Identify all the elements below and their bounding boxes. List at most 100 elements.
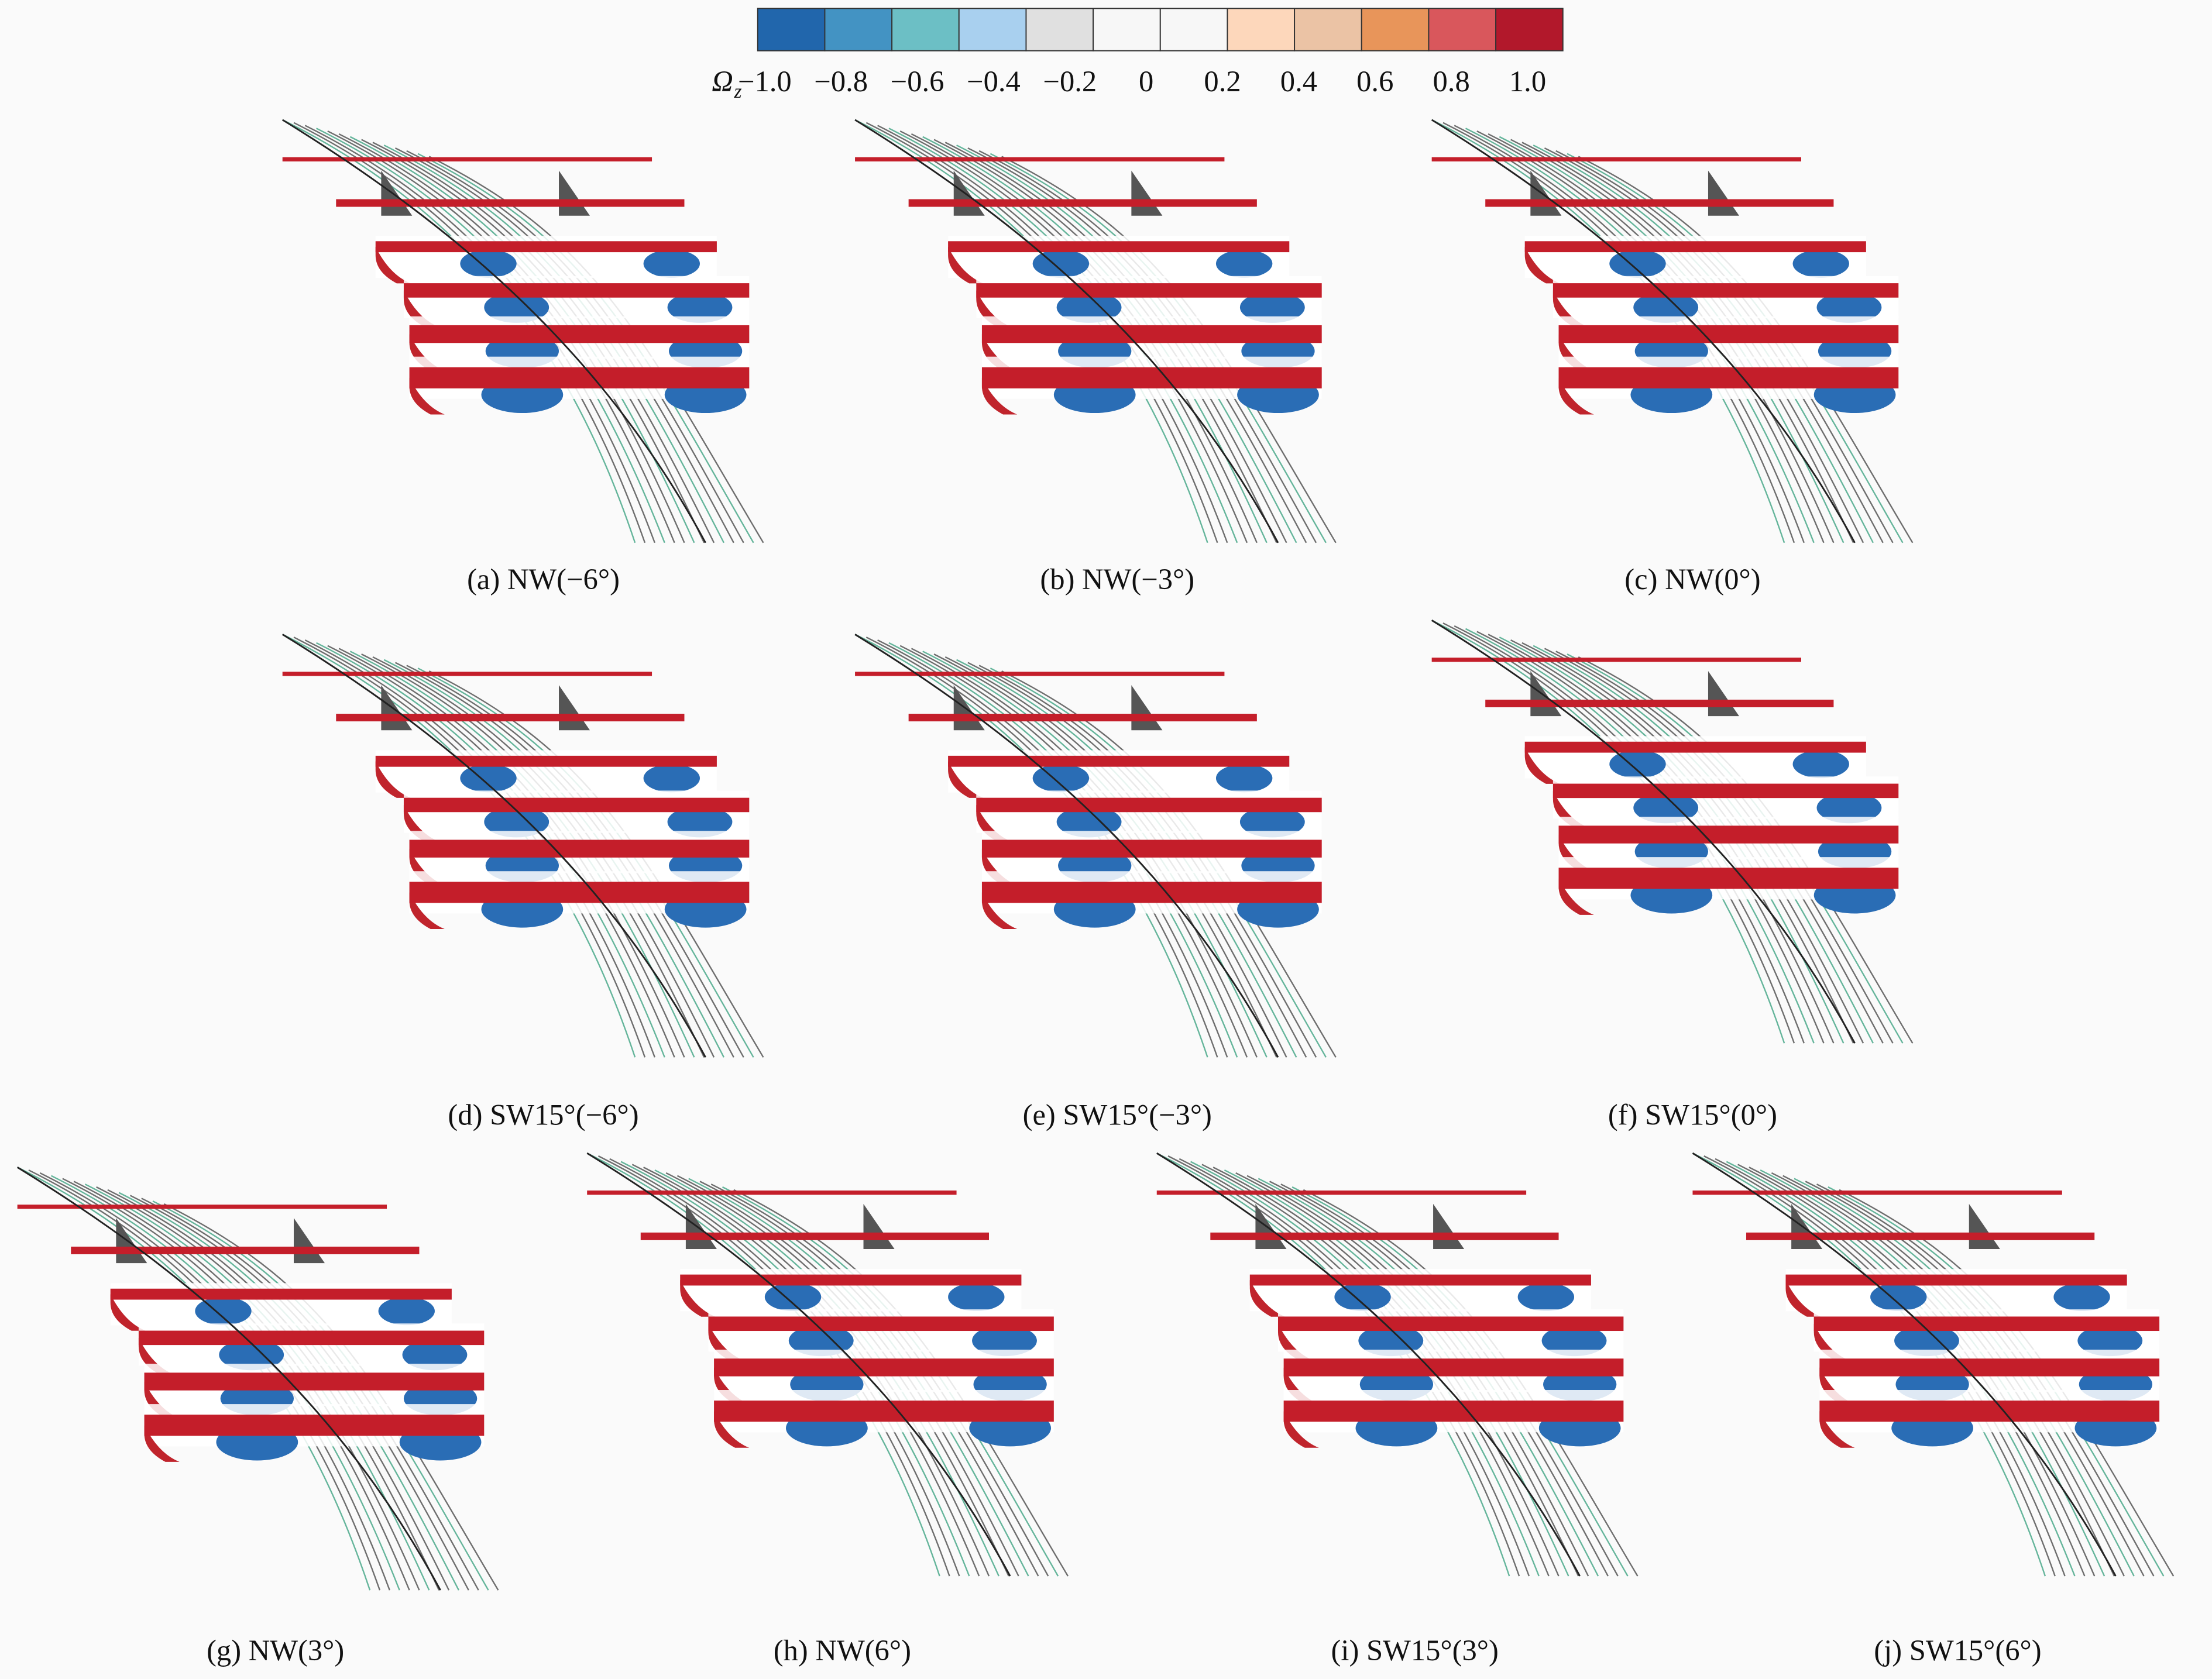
wing-plate (1277, 1316, 1624, 1331)
panel-caption: (c) NW(0°) (1624, 563, 1760, 596)
colorbar-segment (1227, 8, 1296, 51)
wing-plate (948, 755, 1290, 767)
wing-plate (110, 1288, 452, 1300)
vortex (1032, 764, 1090, 793)
wing-plate (409, 882, 750, 903)
vortex (1541, 1325, 1607, 1357)
vortex-shear (1524, 747, 1560, 784)
wing-plate (71, 1246, 420, 1254)
wing-plate (1431, 157, 1802, 161)
panel-caption: (a) NW(−6°) (467, 563, 620, 596)
wing-plate (640, 1232, 989, 1240)
streamline-core (281, 634, 706, 1058)
wing-plate (1552, 783, 1899, 799)
flow-panel (586, 1152, 1069, 1577)
colorbar-tick-label: −1.0 (738, 65, 792, 98)
streamline-core (1692, 1152, 2117, 1577)
vortex-shear (680, 1280, 716, 1317)
colorbar-segment (824, 8, 893, 51)
wing-plate (1746, 1232, 2095, 1240)
vortex-shear (409, 377, 445, 415)
panel-caption: (d) SW15°(−6°) (448, 1099, 638, 1131)
streamline-core (1431, 620, 1856, 1044)
colorbar-segment (1025, 8, 1094, 51)
vortex (1032, 249, 1090, 278)
vortex (1215, 764, 1273, 793)
wing-plate (855, 157, 1225, 161)
vortex (2077, 1325, 2143, 1357)
vortex (643, 249, 700, 278)
wing-plate (1813, 1316, 2160, 1331)
panel-caption: (e) SW15°(−3°) (1023, 1099, 1212, 1131)
wing-plate (1558, 367, 1899, 388)
vortex (1816, 291, 1882, 323)
colorbar-tick-label: −0.2 (1043, 65, 1097, 98)
wing-plate (1283, 1401, 1624, 1422)
vortex (788, 1325, 854, 1357)
wing-plate (1558, 325, 1899, 343)
colorbar-symbol: Ω (712, 65, 733, 98)
flow-panel (16, 1167, 499, 1591)
flow-panel (281, 119, 764, 543)
vortex (667, 806, 733, 838)
wing-plate (138, 1330, 485, 1346)
colorbar-segment (1093, 8, 1161, 51)
wing-plate (282, 672, 652, 676)
vortex (667, 291, 733, 323)
vortex-shear (1283, 1411, 1319, 1448)
wing-plate (1283, 1358, 1624, 1377)
wing-plate (1819, 1358, 2160, 1377)
colorbar-tick-label: 0.8 (1433, 65, 1470, 98)
wing-plate (976, 797, 1322, 813)
vortex (1894, 1325, 1959, 1357)
streamline-core (586, 1152, 1011, 1577)
vortex (1870, 1282, 1927, 1312)
vortex-shear (981, 377, 1018, 415)
colorbar-segment (1294, 8, 1362, 51)
vortex (1633, 291, 1699, 323)
wing-plate (714, 1401, 1054, 1422)
flow-panel (1156, 1152, 1639, 1577)
wing-plate (1210, 1232, 1559, 1240)
vortex-shear (144, 1425, 180, 1462)
vortex-shear (1558, 377, 1594, 415)
colorbar-tick-label: −0.6 (891, 65, 944, 98)
wing-plate (336, 714, 685, 722)
wing-plate (976, 283, 1322, 298)
wing-plate (855, 672, 1225, 676)
vortex-shear (981, 892, 1018, 930)
wing-plate (282, 157, 652, 161)
panel-caption: (b) NW(−3°) (1040, 563, 1194, 596)
wing-plate (981, 882, 1322, 903)
wing-plate (403, 283, 750, 298)
colorbar-tick-label: 0.2 (1204, 65, 1241, 98)
colorbar-segment (1361, 8, 1430, 51)
vortex (1239, 806, 1305, 838)
wing-plate (1524, 241, 1866, 253)
wing-plate (1249, 1274, 1591, 1286)
vortex (1056, 806, 1122, 838)
vortex-shear (948, 761, 984, 798)
colorbar-tick-label: −0.8 (814, 65, 868, 98)
vortex (219, 1339, 284, 1371)
vortex (378, 1296, 435, 1326)
colorbar-segment (958, 8, 1027, 51)
vortex-shear (714, 1411, 750, 1448)
vortex (484, 291, 549, 323)
vortex (1633, 792, 1699, 824)
vortex-shear (1524, 246, 1560, 284)
vortex (1215, 249, 1273, 278)
colorbar-segment (891, 8, 960, 51)
streamline-core (854, 119, 1279, 543)
vortex-shear (375, 761, 411, 798)
wing-plate (144, 1415, 485, 1436)
colorbar-segment (1495, 8, 1564, 51)
wing-plate (409, 325, 750, 343)
panel-caption: (g) NW(3°) (207, 1634, 344, 1667)
flow-panel (854, 634, 1337, 1058)
vortex (460, 249, 517, 278)
wing-plate (981, 325, 1322, 343)
colorbar-tick-label: −0.4 (967, 65, 1021, 98)
streamline-core (16, 1167, 441, 1591)
